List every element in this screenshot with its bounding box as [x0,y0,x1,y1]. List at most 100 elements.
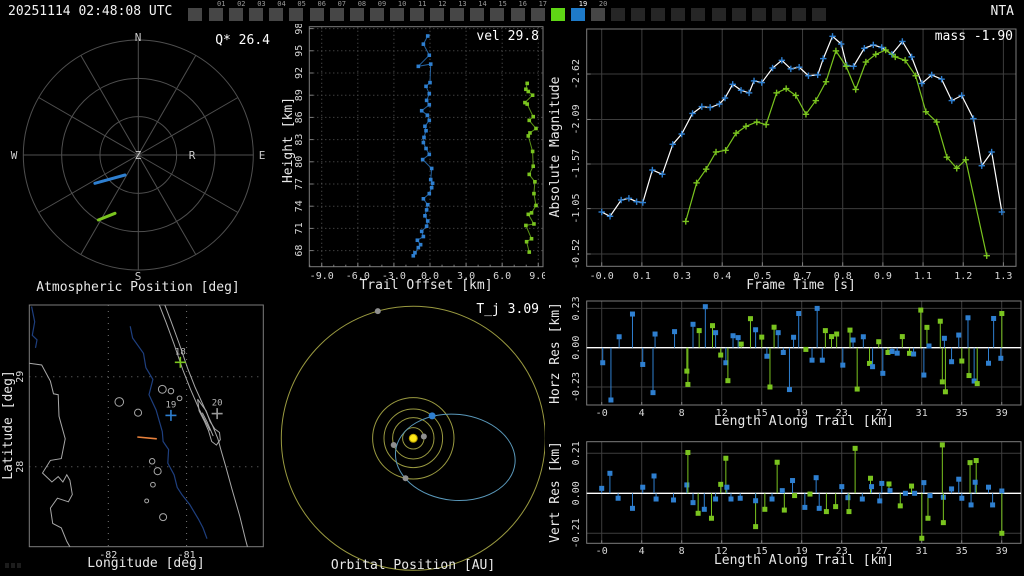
tick-label: 74 [294,200,305,212]
frame-box-empty[interactable] [812,8,826,21]
watermark-glyphs [5,563,21,568]
tick-label: 0.5 [753,271,771,282]
orbit-chart: T_j 3.09 Orbital Position [AU] [280,302,545,573]
map-yaxis-title: Latitude [deg] [1,370,16,480]
station-code: NTA [990,4,1014,19]
lake [167,387,175,395]
top-bar: 20251114 02:48:08 UTC 01 02 03 04 05 06 07 08 09… [0,0,1024,24]
frame-box-empty[interactable] [651,8,666,21]
coastline [197,398,221,446]
frame-box-18[interactable]: 18 [550,1,567,21]
frame-box-empty[interactable] [611,8,625,21]
ground-map-chart: -82 -81 29 28 18 19 20 Longitude [deg] Latitud… [1,304,264,571]
y-tick-labels-vert_res: 0.21 0.00 -0.21 [571,441,582,548]
tick-label: 29 [15,371,26,383]
frame-box-empty[interactable] [631,8,646,21]
frame-box-01[interactable]: 01 [209,1,225,21]
panel-ground-map: -82 -81 29 28 18 19 20 Longitude [deg] Latitud… [0,295,280,576]
tick-label: 0.8 [834,271,852,282]
frame-box-11[interactable]: 11 [410,1,426,21]
lake [159,513,168,522]
frame-number: 20 [598,0,608,8]
frame-box-17[interactable]: 17 [530,1,547,21]
tick-label: 0.23 [571,296,582,320]
tick-label: 89 [294,89,305,101]
tick-label: 15 [756,408,768,419]
frame-box-07[interactable]: 07 [329,1,346,21]
frame-number: 16 [518,0,527,8]
station-marker-18: 18 [174,347,186,368]
frame-box-08[interactable]: 08 [349,1,366,21]
tick-label: -0.0 [590,271,614,282]
lightcurve-yaxis-title: Absolute Magnitude [548,76,563,217]
series-camera-blue [598,33,1006,220]
tick-label: 23 [836,408,848,419]
series-station-2-green [523,81,538,254]
tick-label: 9.0 [529,271,545,282]
frame-box-empty[interactable] [771,8,786,21]
tick-label: -3.0 [382,271,406,282]
frame-box-empty[interactable] [751,8,766,21]
lightcurve-xaxis-title: Frame Time [s] [746,278,856,293]
frame-number: 08 [357,0,367,8]
frame-box-14[interactable]: 14 [470,1,487,21]
frame-box-05[interactable]: 05 [289,1,306,21]
tick-label: 27 [876,408,888,419]
frame-box-empty[interactable] [731,8,746,21]
frame-number: 19 [578,0,588,8]
frame-box-03[interactable]: 03 [249,1,266,21]
tick-label: 83 [294,134,305,146]
frame-box-empty[interactable] [711,8,726,21]
station-marker-20: 20 [211,399,223,420]
x-tick-labels-horz_res: -0 4 8 12 15 19 23 27 31 35 39 [596,408,1008,419]
frame-number: 13 [458,0,467,8]
frame-strip: 01 02 03 04 05 06 07 08 09 10 11 12 13 14 15 16 17 18 19 20 [188,0,838,24]
vert-res-yaxis-title: Vert Res [km] [548,441,563,543]
frame-box-empty[interactable] [691,8,706,21]
frame-box-19[interactable]: 19 [570,1,587,21]
tick-label: 1.1 [914,271,932,282]
tick-label: 19 [796,408,808,419]
tick-label: 12 [716,546,728,557]
river [31,306,38,349]
frame-box-02[interactable]: 02 [229,1,246,21]
frame-box-16[interactable]: 16 [510,1,527,21]
planets [374,308,427,482]
tick-label: 27 [876,546,888,557]
frame-box-10[interactable]: 10 [389,1,406,21]
tick-label: 28 [15,461,26,473]
atmospheric-position-chart: Q* 26.4 N S W E Z R Atmospheric Position… [11,31,270,295]
frame-box-12[interactable]: 12 [430,1,447,21]
tick-label: 15 [756,546,768,557]
tick-label: 1.2 [954,271,972,282]
tick-label: 0.0 [421,271,439,282]
tick-label: 77 [294,178,305,190]
tick-label: -9.0 [310,271,334,282]
planet-mercury [420,433,427,440]
coastline [158,305,211,431]
frame-box-15[interactable]: 15 [490,1,507,21]
tick-label: 92 [294,67,305,79]
velocity-annotation: vel 29.8 [476,29,539,44]
frame-box-09[interactable]: 09 [369,1,386,21]
tick-label: 0.1 [633,271,651,282]
frame-box-04[interactable]: 04 [269,1,286,21]
vert-res-xaxis-title: Length Along Trail [km] [714,553,894,568]
cardinal-north-label: N [135,31,142,44]
frame-box-20[interactable]: 20 [590,1,607,21]
frame-box-06[interactable]: 06 [309,1,326,21]
tick-label: 35 [956,546,968,557]
tick-label: 0.00 [571,336,582,360]
polar-grid [22,39,254,271]
tisserand-annotation: T_j 3.09 [476,302,539,317]
station-marker-label: 20 [212,399,223,409]
tick-label: 98 [294,24,305,35]
frame-box-empty[interactable] [791,8,806,21]
frame-box[interactable] [188,8,202,21]
frame-box-13[interactable]: 13 [450,1,467,21]
frame-box-empty[interactable] [671,8,686,21]
x-tick-labels: -9.0 -6.0 -3.0 0.0 3.0 6.0 9.0 [310,271,545,282]
lake [144,498,150,504]
frame-number: 05 [297,0,306,8]
tick-label: 71 [294,222,305,234]
